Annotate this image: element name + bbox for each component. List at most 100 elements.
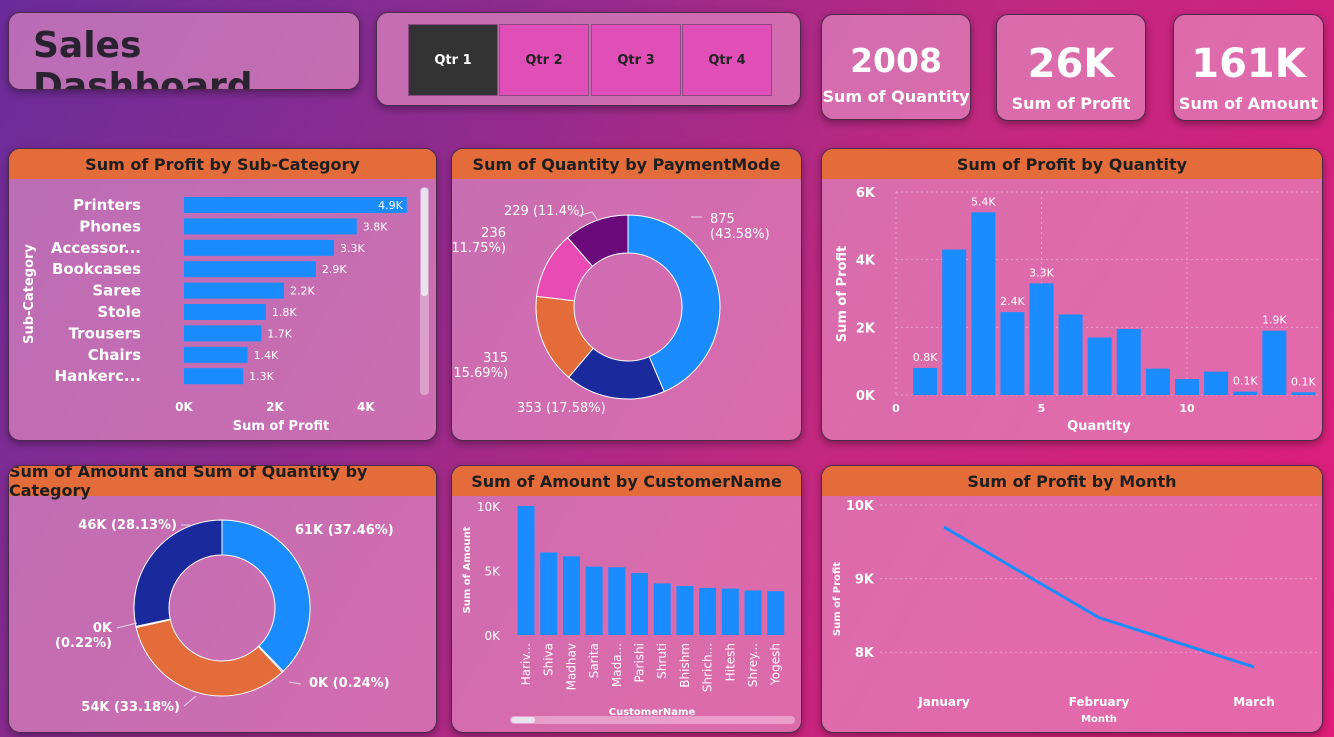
paymentmode-donut-chart: 875 (43.58%) 353 (17.58%) 315 (15.69%) 236 (11… [452, 204, 770, 416]
bar [971, 212, 996, 395]
y-tick-label: Bookcases [52, 260, 141, 278]
bar [721, 588, 739, 635]
bar [653, 583, 671, 635]
donut-slice [221, 519, 311, 672]
y-tick-label: 4K [856, 254, 876, 269]
x-tick-label: 4K [357, 400, 375, 414]
y-tick-label: 5K [484, 565, 501, 579]
data-label: 3.8K [363, 220, 388, 233]
y-tick-label: Chairs [88, 346, 141, 364]
data-label: 4.9K [378, 199, 403, 212]
bar [1087, 337, 1112, 395]
data-label: 353 (17.58%) [517, 401, 606, 416]
x-tick-label: February [1069, 695, 1130, 709]
bar [1000, 312, 1025, 395]
data-label: 3.3K [1029, 266, 1054, 279]
panel-profit-by-quantity: Sum of Profit by Quantity 0K 2K 4K 6K 0 5 10 0.… [821, 148, 1323, 441]
data-label: 236 (11.75%) [452, 226, 506, 256]
y-axis-title: Sum of Profit [832, 562, 843, 636]
slicer-qtr-1[interactable]: Qtr 1 [408, 24, 498, 96]
bar [767, 591, 785, 635]
bar [184, 304, 266, 320]
kpi-quantity-card: 2008 Sum of Quantity [821, 14, 971, 120]
bar [517, 506, 535, 635]
data-label: 229 (11.4%) [504, 204, 584, 219]
slicer-qtr-2[interactable]: Qtr 2 [499, 24, 589, 96]
bar [184, 368, 244, 385]
donut-slice [566, 214, 629, 267]
data-label: 315 (15.69%) [452, 351, 508, 381]
y-tick-label: 10K [846, 499, 875, 514]
data-label: 1.8K [272, 306, 297, 319]
kpi-profit-card: 26K Sum of Profit [996, 14, 1146, 121]
y-tick-label: Stole [97, 303, 141, 321]
slicer-qtr-4[interactable]: Qtr 4 [682, 24, 772, 96]
data-label: 3.3K [340, 242, 365, 255]
bar [1175, 379, 1199, 395]
month-line-chart: 8K 9K 10K January February March Month Sum of P… [832, 499, 1318, 725]
leader-line [116, 622, 138, 629]
data-label: 2.4K [1000, 295, 1025, 308]
scrollbar-track [510, 716, 795, 724]
x-tick-label: Sarita [587, 643, 601, 678]
x-tick-label: 2K [266, 400, 284, 414]
y-tick-label: Accessor... [51, 239, 141, 257]
data-label: 875 (43.58%) [710, 212, 770, 242]
panel-title: Sum of Profit by Quantity [822, 149, 1322, 179]
panel-title: Sum of Quantity by PaymentMode [452, 149, 801, 179]
donut-slice [133, 519, 223, 627]
quarter-slicer: Qtr 1 Qtr 2 Qtr 3 Qtr 4 [376, 12, 801, 106]
panel-profit-by-subcategory: Sum of Profit by Sub-Category Printers 4.… [8, 148, 437, 441]
title-card: Sales Dashboard [8, 12, 360, 90]
slicer-qtr-3[interactable]: Qtr 3 [591, 24, 681, 96]
kpi-value: 26K [1027, 41, 1115, 87]
bar [631, 573, 648, 635]
y-tick-label: Saree [92, 282, 141, 300]
x-tick-label: Mada... [610, 643, 624, 687]
x-tick-label: 0 [892, 402, 900, 415]
bar [1204, 371, 1229, 395]
y-tick-label: Hankerc... [55, 367, 141, 385]
kpi-value: 2008 [850, 41, 942, 80]
donut-slice [135, 619, 283, 697]
bar [942, 249, 967, 395]
kpi-value: 161K [1191, 41, 1306, 87]
y-tick-label: 6K [856, 186, 876, 201]
data-label: 0.8K [913, 351, 938, 364]
y-tick-label: 0K [484, 629, 501, 643]
x-tick-label: Madhav [564, 643, 578, 690]
series-line [943, 525, 1255, 669]
bar [1058, 314, 1083, 395]
scrollbar-thumb [421, 188, 428, 296]
y-axis-title: Sum of Amount [462, 526, 473, 613]
panel-quantity-by-paymentmode: Sum of Quantity by PaymentMode 875 (43.58… [451, 148, 802, 441]
x-tick-label: Hariv... [519, 643, 533, 685]
data-label: 1.7K [267, 327, 292, 340]
x-axis-title: Sum of Profit [233, 419, 330, 434]
data-label: 1.9K [1262, 314, 1287, 327]
x-tick-label: January [917, 695, 970, 709]
bar [184, 239, 335, 256]
bar [1116, 329, 1141, 395]
data-label: 0.1K [1233, 375, 1258, 388]
data-label: 0K (0.24%) [309, 676, 390, 691]
donut-slice [627, 214, 721, 393]
bar [562, 556, 580, 635]
kpi-label: Sum of Amount [1178, 94, 1319, 113]
profit-quantity-bar-chart: 0K 2K 4K 6K 0 5 10 0.8K 5.4K 2.4K 3.3K 0.1K 1.9K 0.1K… [835, 186, 1318, 434]
panel-amount-by-category: Sum of Amount and Sum of Quantity by Cat… [8, 465, 437, 733]
y-tick-label: 9K [855, 573, 875, 588]
data-label: 0K (0.22%) [55, 621, 113, 651]
customer-bar-chart: 0K 5K 10K Hariv... Shiva Madhav Sarita Mada... P… [462, 500, 795, 724]
y-axis-title: Sum of Profit [835, 246, 850, 343]
x-axis-title: Month [1081, 714, 1117, 725]
scrollbar-thumb [511, 717, 535, 723]
bar [184, 197, 407, 213]
x-tick-label: 5 [1038, 402, 1046, 415]
bar [184, 325, 262, 342]
y-axis-title: Sub-Category [22, 244, 37, 344]
bar [699, 587, 717, 635]
subcategory-bar-chart: Printers 4.9K Phones 3.8K Accessor... 3.3K Boo… [22, 187, 429, 434]
bar [1029, 283, 1054, 395]
x-axis-title: Quantity [1067, 419, 1131, 434]
